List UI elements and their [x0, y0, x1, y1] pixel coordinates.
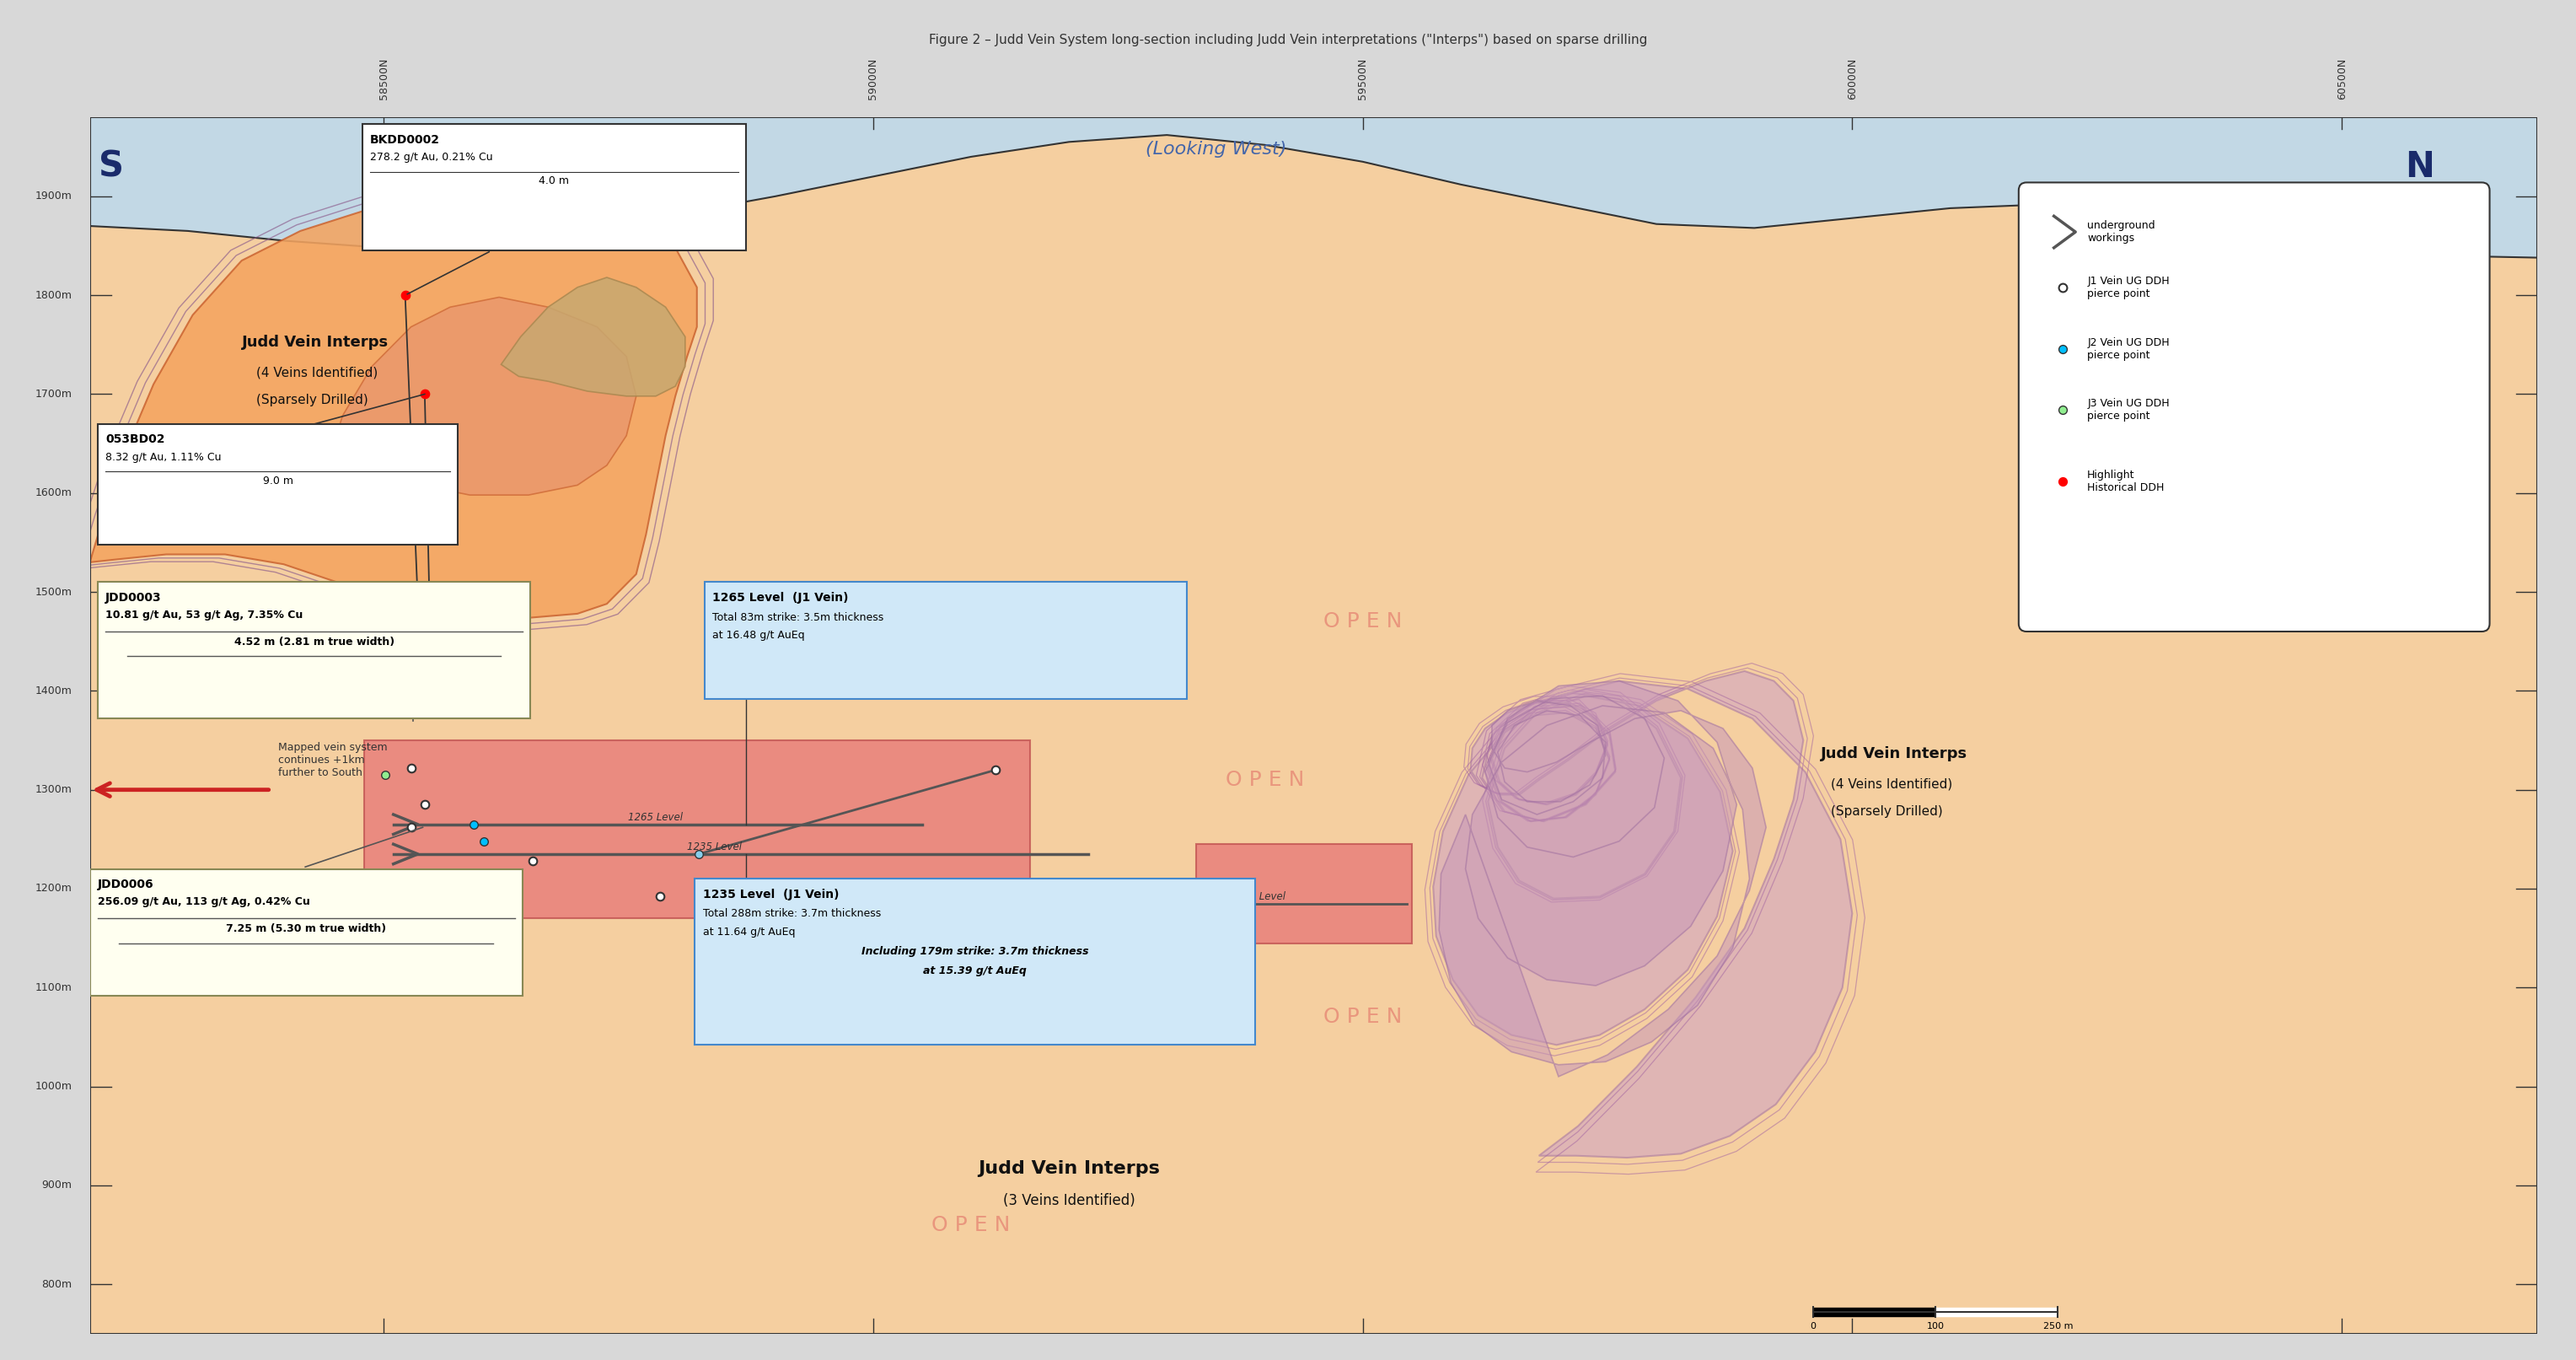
Point [2043, 398, 2084, 420]
Point [392, 758, 433, 779]
Text: Highlight
Historical DDH: Highlight Historical DDH [2087, 469, 2164, 492]
Text: 7.25 m (5.30 m true width): 7.25 m (5.30 m true width) [227, 923, 386, 934]
Text: JDD0006: JDD0006 [98, 879, 155, 891]
Text: 1600m: 1600m [36, 488, 72, 499]
Text: (3 Veins Identified): (3 Veins Identified) [1002, 1193, 1136, 1209]
Text: J2 Vein UG DDH
pierce point: J2 Vein UG DDH pierce point [2087, 337, 2169, 360]
Text: 1235 Level: 1235 Level [688, 842, 742, 853]
FancyBboxPatch shape [2020, 182, 2488, 631]
Text: 4.52 m (2.81 m true width): 4.52 m (2.81 m true width) [234, 636, 394, 647]
Text: 1265 Level  (J1 Vein): 1265 Level (J1 Vein) [714, 592, 848, 604]
Point [366, 764, 407, 786]
Text: JDD0003: JDD0003 [106, 592, 162, 604]
FancyBboxPatch shape [90, 869, 523, 996]
Text: (4 Veins Identified): (4 Veins Identified) [1832, 778, 1953, 790]
Text: 1900m: 1900m [36, 190, 72, 201]
FancyBboxPatch shape [98, 424, 459, 544]
Text: N: N [2406, 150, 2434, 185]
Point [2043, 337, 2084, 359]
Text: Total 83m strike: 3.5m thickness: Total 83m strike: 3.5m thickness [714, 612, 884, 623]
Point [453, 813, 495, 835]
Text: O P E N: O P E N [933, 1214, 1010, 1235]
Text: 1235 Level  (J1 Vein): 1235 Level (J1 Vein) [703, 888, 840, 900]
Text: Including 179m strike: 3.7m thickness: Including 179m strike: 3.7m thickness [860, 947, 1090, 957]
Text: O P E N: O P E N [1226, 770, 1303, 790]
Point [392, 816, 433, 838]
Text: at 15.39 g/t AuEq: at 15.39 g/t AuEq [922, 966, 1028, 976]
Text: 1700m: 1700m [36, 389, 72, 400]
Text: (4 Veins Identified): (4 Veins Identified) [258, 366, 379, 379]
Point [404, 794, 446, 816]
Text: (Sparsely Drilled): (Sparsely Drilled) [1832, 805, 1942, 817]
Text: 1265 Level: 1265 Level [629, 812, 683, 823]
Text: at 11.64 g/t AuEq: at 11.64 g/t AuEq [703, 926, 796, 937]
Polygon shape [1440, 681, 1767, 1077]
Text: 4.0 m: 4.0 m [538, 175, 569, 186]
Point [513, 850, 554, 872]
Text: 053BD02: 053BD02 [106, 434, 165, 446]
Text: 250 m: 250 m [2043, 1322, 2074, 1330]
Polygon shape [1432, 670, 1852, 1157]
Text: 900m: 900m [41, 1180, 72, 1191]
FancyBboxPatch shape [696, 879, 1255, 1044]
Text: Mapped vein system
continues +1km
further to South: Mapped vein system continues +1km furthe… [278, 743, 386, 778]
Point [2043, 276, 2084, 298]
Text: Figure 2 – Judd Vein System long-section including Judd Vein interpretations ("I: Figure 2 – Judd Vein System long-section… [930, 34, 1646, 46]
Text: 1800m: 1800m [36, 290, 72, 301]
Text: J1 Vein UG DDH
pierce point: J1 Vein UG DDH pierce point [2087, 276, 2169, 299]
Point [974, 759, 1015, 781]
Text: 0: 0 [1811, 1322, 1816, 1330]
Polygon shape [90, 199, 698, 619]
Text: 1400m: 1400m [36, 685, 72, 696]
Text: S: S [98, 150, 124, 185]
Text: Judd Vein Interps: Judd Vein Interps [1821, 747, 1968, 762]
Text: 59000N: 59000N [868, 58, 878, 99]
Text: 60000N: 60000N [1847, 58, 1857, 99]
Point [464, 831, 505, 853]
Polygon shape [325, 298, 636, 495]
Text: 100: 100 [1927, 1322, 1945, 1330]
Text: 800m: 800m [41, 1278, 72, 1289]
Text: underground
workings: underground workings [2087, 220, 2156, 243]
Text: (Sparsely Drilled): (Sparsely Drilled) [258, 394, 368, 407]
Text: 1500m: 1500m [36, 586, 72, 597]
Text: 60500N: 60500N [2336, 58, 2347, 99]
Point [2043, 471, 2084, 492]
Text: 1300m: 1300m [36, 785, 72, 796]
Bar [363, 740, 1030, 918]
Text: O P E N: O P E N [227, 641, 307, 661]
Polygon shape [90, 117, 2537, 257]
Text: 8.32 g/t Au, 1.11% Cu: 8.32 g/t Au, 1.11% Cu [106, 452, 222, 462]
Text: BKDD0002: BKDD0002 [371, 135, 440, 146]
Text: J3 Vein UG DDH
pierce point: J3 Vein UG DDH pierce point [2087, 398, 2169, 422]
Text: O P E N: O P E N [1324, 1008, 1401, 1027]
Point [404, 384, 446, 405]
Text: 10.81 g/t Au, 53 g/t Ag, 7.35% Cu: 10.81 g/t Au, 53 g/t Ag, 7.35% Cu [106, 609, 304, 620]
Text: Judd Vein Interps: Judd Vein Interps [242, 335, 389, 350]
Point [677, 843, 719, 865]
Text: 58500N: 58500N [379, 57, 389, 99]
Text: 1000m: 1000m [36, 1081, 72, 1092]
Text: (Looking West): (Looking West) [1146, 140, 1285, 158]
FancyBboxPatch shape [363, 124, 747, 250]
Text: Judd Vein Interps: Judd Vein Interps [979, 1160, 1159, 1176]
FancyBboxPatch shape [98, 582, 531, 718]
Point [384, 284, 425, 306]
Point [639, 885, 680, 907]
Text: 1100m: 1100m [36, 982, 72, 993]
Text: 9.0 m: 9.0 m [263, 475, 294, 487]
Text: 278.2 g/t Au, 0.21% Cu: 278.2 g/t Au, 0.21% Cu [371, 152, 492, 163]
Text: at 16.48 g/t AuEq: at 16.48 g/t AuEq [714, 630, 804, 641]
Text: 256.09 g/t Au, 113 g/t Ag, 0.42% Cu: 256.09 g/t Au, 113 g/t Ag, 0.42% Cu [98, 896, 309, 907]
Text: O P E N: O P E N [1324, 612, 1401, 632]
Text: 1200m: 1200m [36, 883, 72, 894]
FancyBboxPatch shape [706, 582, 1188, 699]
Polygon shape [502, 277, 685, 396]
Text: Total 288m strike: 3.7m thickness: Total 288m strike: 3.7m thickness [703, 908, 881, 919]
Text: 1185 Level: 1185 Level [1231, 891, 1285, 902]
Text: 59500N: 59500N [1358, 58, 1368, 99]
Bar [1195, 845, 1412, 942]
